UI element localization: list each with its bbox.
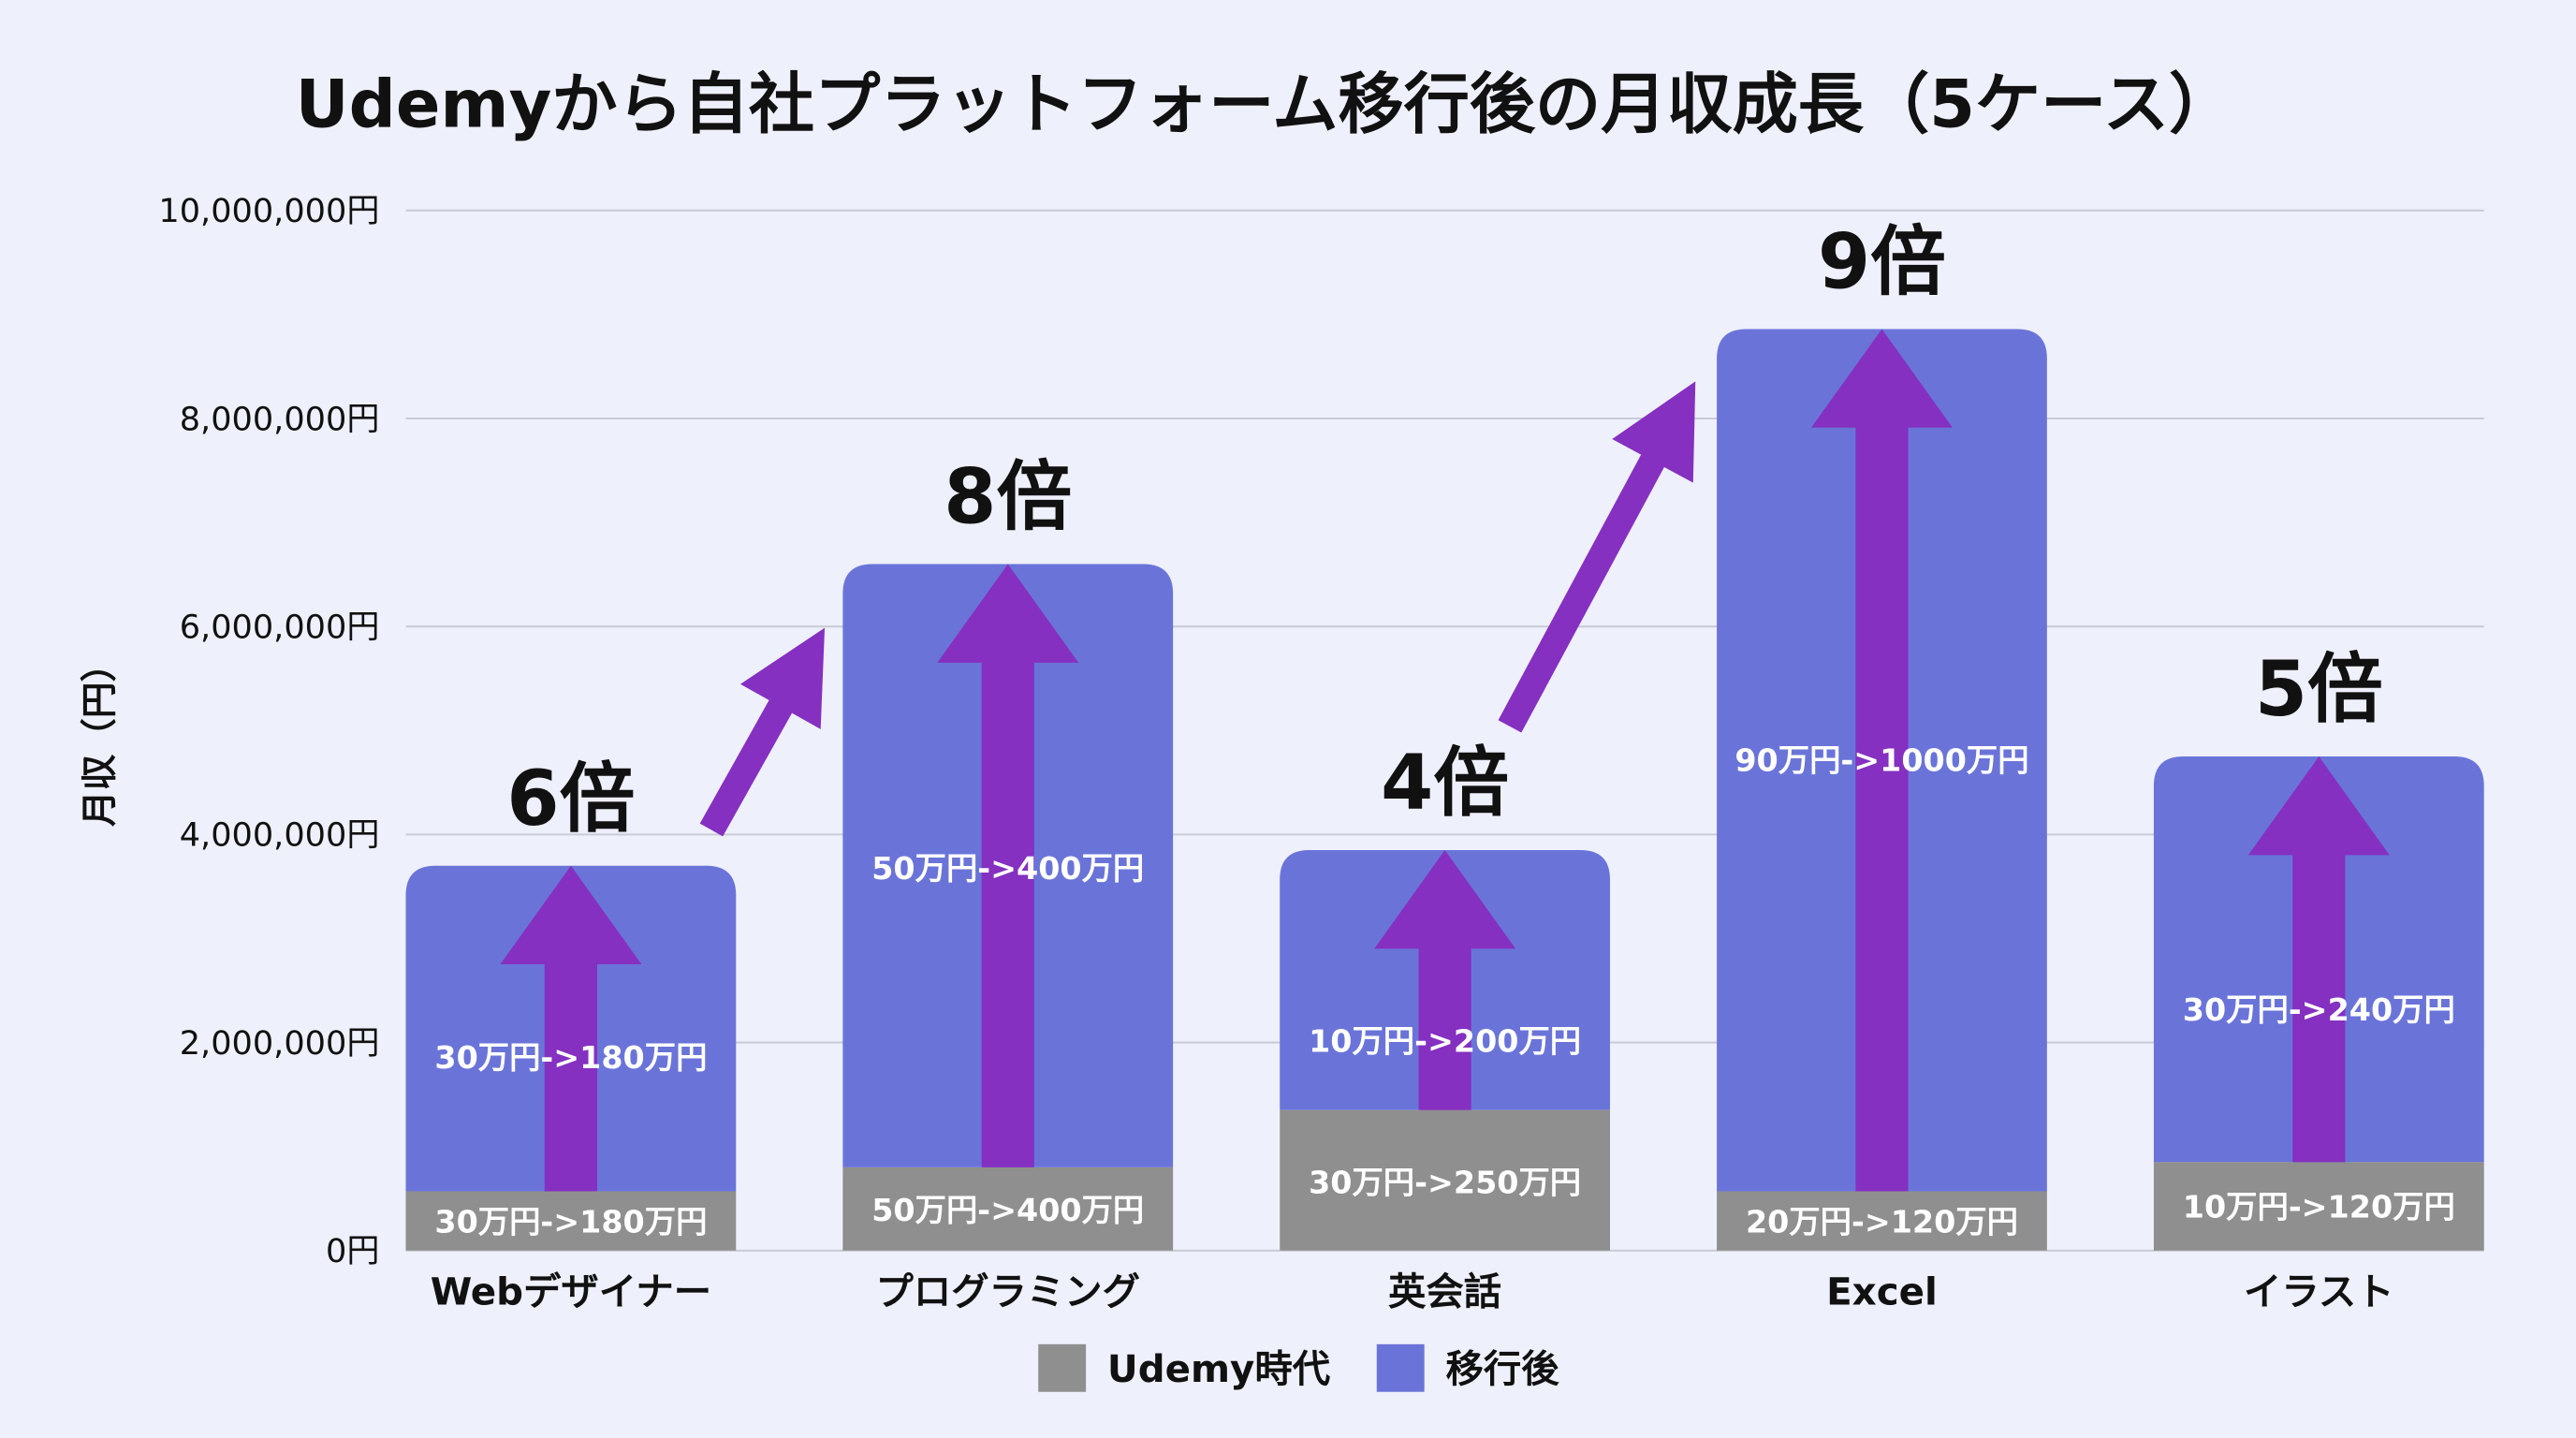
trend-arrow — [1498, 381, 1696, 733]
multiplier-label: 9倍 — [1818, 219, 1946, 307]
trend-arrow — [699, 627, 826, 837]
growth-arrow — [937, 564, 1079, 1167]
multiplier-label: 8倍 — [944, 454, 1072, 542]
bar-udemy-era — [405, 1191, 737, 1251]
y-tick-label: 0円 — [326, 1232, 379, 1270]
x-tick-label: プログラミング — [875, 1270, 1140, 1314]
bar-label-upper: 90万円->1000万円 — [1734, 741, 2028, 778]
x-tick-label: Webデザイナー — [431, 1270, 711, 1314]
multiplier-label: 5倍 — [2255, 646, 2383, 734]
growth-arrow — [500, 865, 642, 1192]
y-tick-label: 8,000,000円 — [180, 400, 380, 438]
y-axis-label: 月収（円） — [79, 646, 121, 827]
y-tick-label: 10,000,000円 — [158, 192, 379, 230]
bar-label-upper: 10万円->200万円 — [1309, 1022, 1581, 1059]
x-tick-label: イラスト — [2244, 1270, 2394, 1314]
legend-swatch — [1376, 1343, 1425, 1392]
bar-udemy-era — [2153, 1162, 2484, 1251]
bar-label-lower: 30万円->250万円 — [1309, 1164, 1581, 1200]
x-tick-label: 英会話 — [1388, 1270, 1501, 1314]
chart-title: Udemyから自社プラットフォーム移行後の月収成長（5ケース） — [296, 66, 2235, 142]
bar-label-lower: 50万円->400万円 — [871, 1192, 1144, 1228]
bar-udemy-era — [842, 1167, 1174, 1251]
growth-arrow — [1811, 329, 1953, 1192]
bar-label-lower: 30万円->180万円 — [434, 1203, 707, 1240]
bar-label-lower: 10万円->120万円 — [2183, 1189, 2455, 1225]
legend-label: 移行後 — [1445, 1347, 1559, 1391]
bar-label-upper: 50万円->400万円 — [871, 850, 1144, 887]
x-tick-label: Excel — [1826, 1270, 1938, 1314]
y-tick-label: 6,000,000円 — [180, 608, 380, 646]
legend-label: Udemy時代 — [1107, 1347, 1331, 1391]
bar-udemy-era — [1717, 1191, 2047, 1251]
y-tick-label: 2,000,000円 — [180, 1024, 380, 1063]
multiplier-label: 4倍 — [1381, 740, 1509, 828]
bar-label-upper: 30万円->240万円 — [2183, 991, 2455, 1028]
bar-label-upper: 30万円->180万円 — [434, 1039, 707, 1076]
legend-swatch — [1038, 1343, 1087, 1392]
bar-label-lower: 20万円->120万円 — [1746, 1203, 2018, 1240]
bar-udemy-era — [1280, 1109, 1610, 1251]
y-tick-label: 4,000,000円 — [180, 816, 380, 855]
growth-arrow — [2247, 756, 2390, 1163]
growth-arrow — [1374, 850, 1516, 1110]
multiplier-label: 6倍 — [506, 756, 635, 844]
legend: Udemy時代 移行後 — [1038, 1343, 1559, 1392]
